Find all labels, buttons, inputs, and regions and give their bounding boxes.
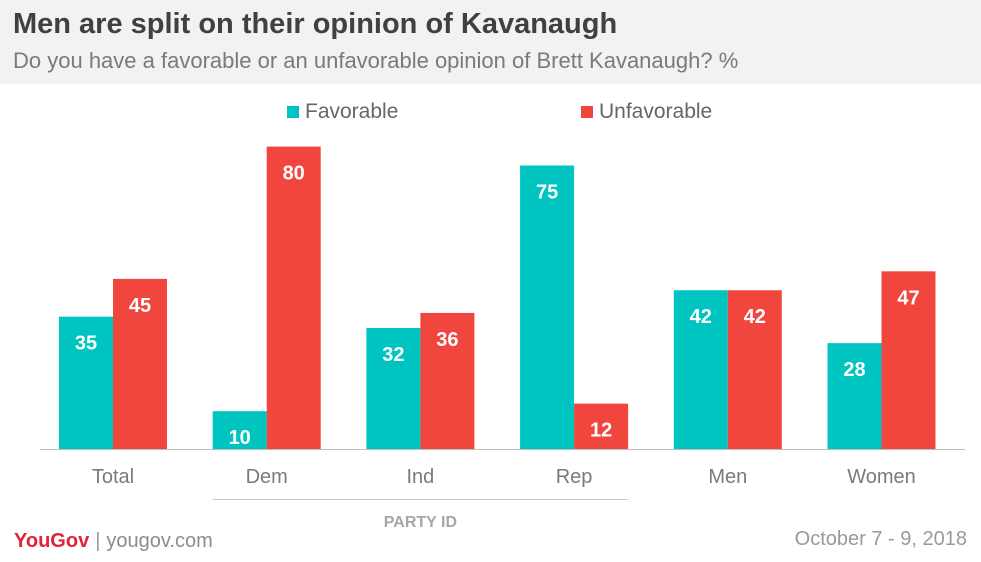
chart-title: Men are split on their opinion of Kavana… <box>13 8 618 40</box>
footer-separator: | <box>95 530 101 552</box>
yougov-logo: YouGov <box>14 530 90 552</box>
data-label-unfavorable-dem: 80 <box>283 163 305 185</box>
chart-subtitle: Do you have a favorable or an unfavorabl… <box>13 48 739 73</box>
footer-date: October 7 - 9, 2018 <box>794 528 967 550</box>
bar-unfavorable-total <box>113 278 167 449</box>
bar-favorable-rep <box>520 165 575 449</box>
footer-brand: YouGov | yougov.com <box>14 530 213 553</box>
category-label-dem: Dem <box>246 466 288 488</box>
category-label-ind: Ind <box>406 466 434 488</box>
data-label-unfavorable-rep: 12 <box>590 420 612 442</box>
bar-favorable-women <box>827 343 882 449</box>
bar-favorable-men <box>673 290 728 449</box>
data-label-unfavorable-total: 45 <box>129 295 151 317</box>
data-label-unfavorable-women: 47 <box>897 287 919 309</box>
legend-item-favorable: Favorable <box>287 100 398 124</box>
data-label-favorable-women: 28 <box>843 359 865 381</box>
bar-unfavorable-women <box>881 271 936 449</box>
category-label-men: Men <box>708 466 747 488</box>
bar-favorable-ind <box>366 328 421 449</box>
data-label-favorable-dem: 10 <box>229 427 251 449</box>
legend-swatch-unfavorable <box>581 106 593 118</box>
data-label-favorable-total: 35 <box>75 333 97 355</box>
category-label-women: Women <box>847 466 916 488</box>
bar-unfavorable-dem <box>266 146 321 449</box>
bar-favorable-total <box>59 316 113 449</box>
legend-item-unfavorable: Unfavorable <box>581 100 712 124</box>
legend-label-favorable: Favorable <box>305 100 399 123</box>
footer-url[interactable]: yougov.com <box>106 530 213 552</box>
category-label-rep: Rep <box>556 466 593 488</box>
chart-legend: Favorable Unfavorable <box>0 100 981 128</box>
bar-unfavorable-rep <box>574 403 629 449</box>
data-label-favorable-ind: 32 <box>382 344 404 366</box>
party-id-group-label: PARTY ID <box>384 514 457 531</box>
bar-unfavorable-ind <box>420 312 475 449</box>
chart-header: Men are split on their opinion of Kavana… <box>0 0 981 84</box>
bar-favorable-dem <box>212 411 267 449</box>
data-label-unfavorable-men: 42 <box>744 306 766 328</box>
data-label-favorable-rep: 75 <box>536 182 558 204</box>
data-label-favorable-men: 42 <box>690 306 712 328</box>
legend-label-unfavorable: Unfavorable <box>599 100 713 123</box>
bar-unfavorable-men <box>727 290 782 449</box>
category-label-total: Total <box>92 466 134 488</box>
data-label-unfavorable-ind: 36 <box>436 329 458 351</box>
legend-swatch-favorable <box>287 106 299 118</box>
